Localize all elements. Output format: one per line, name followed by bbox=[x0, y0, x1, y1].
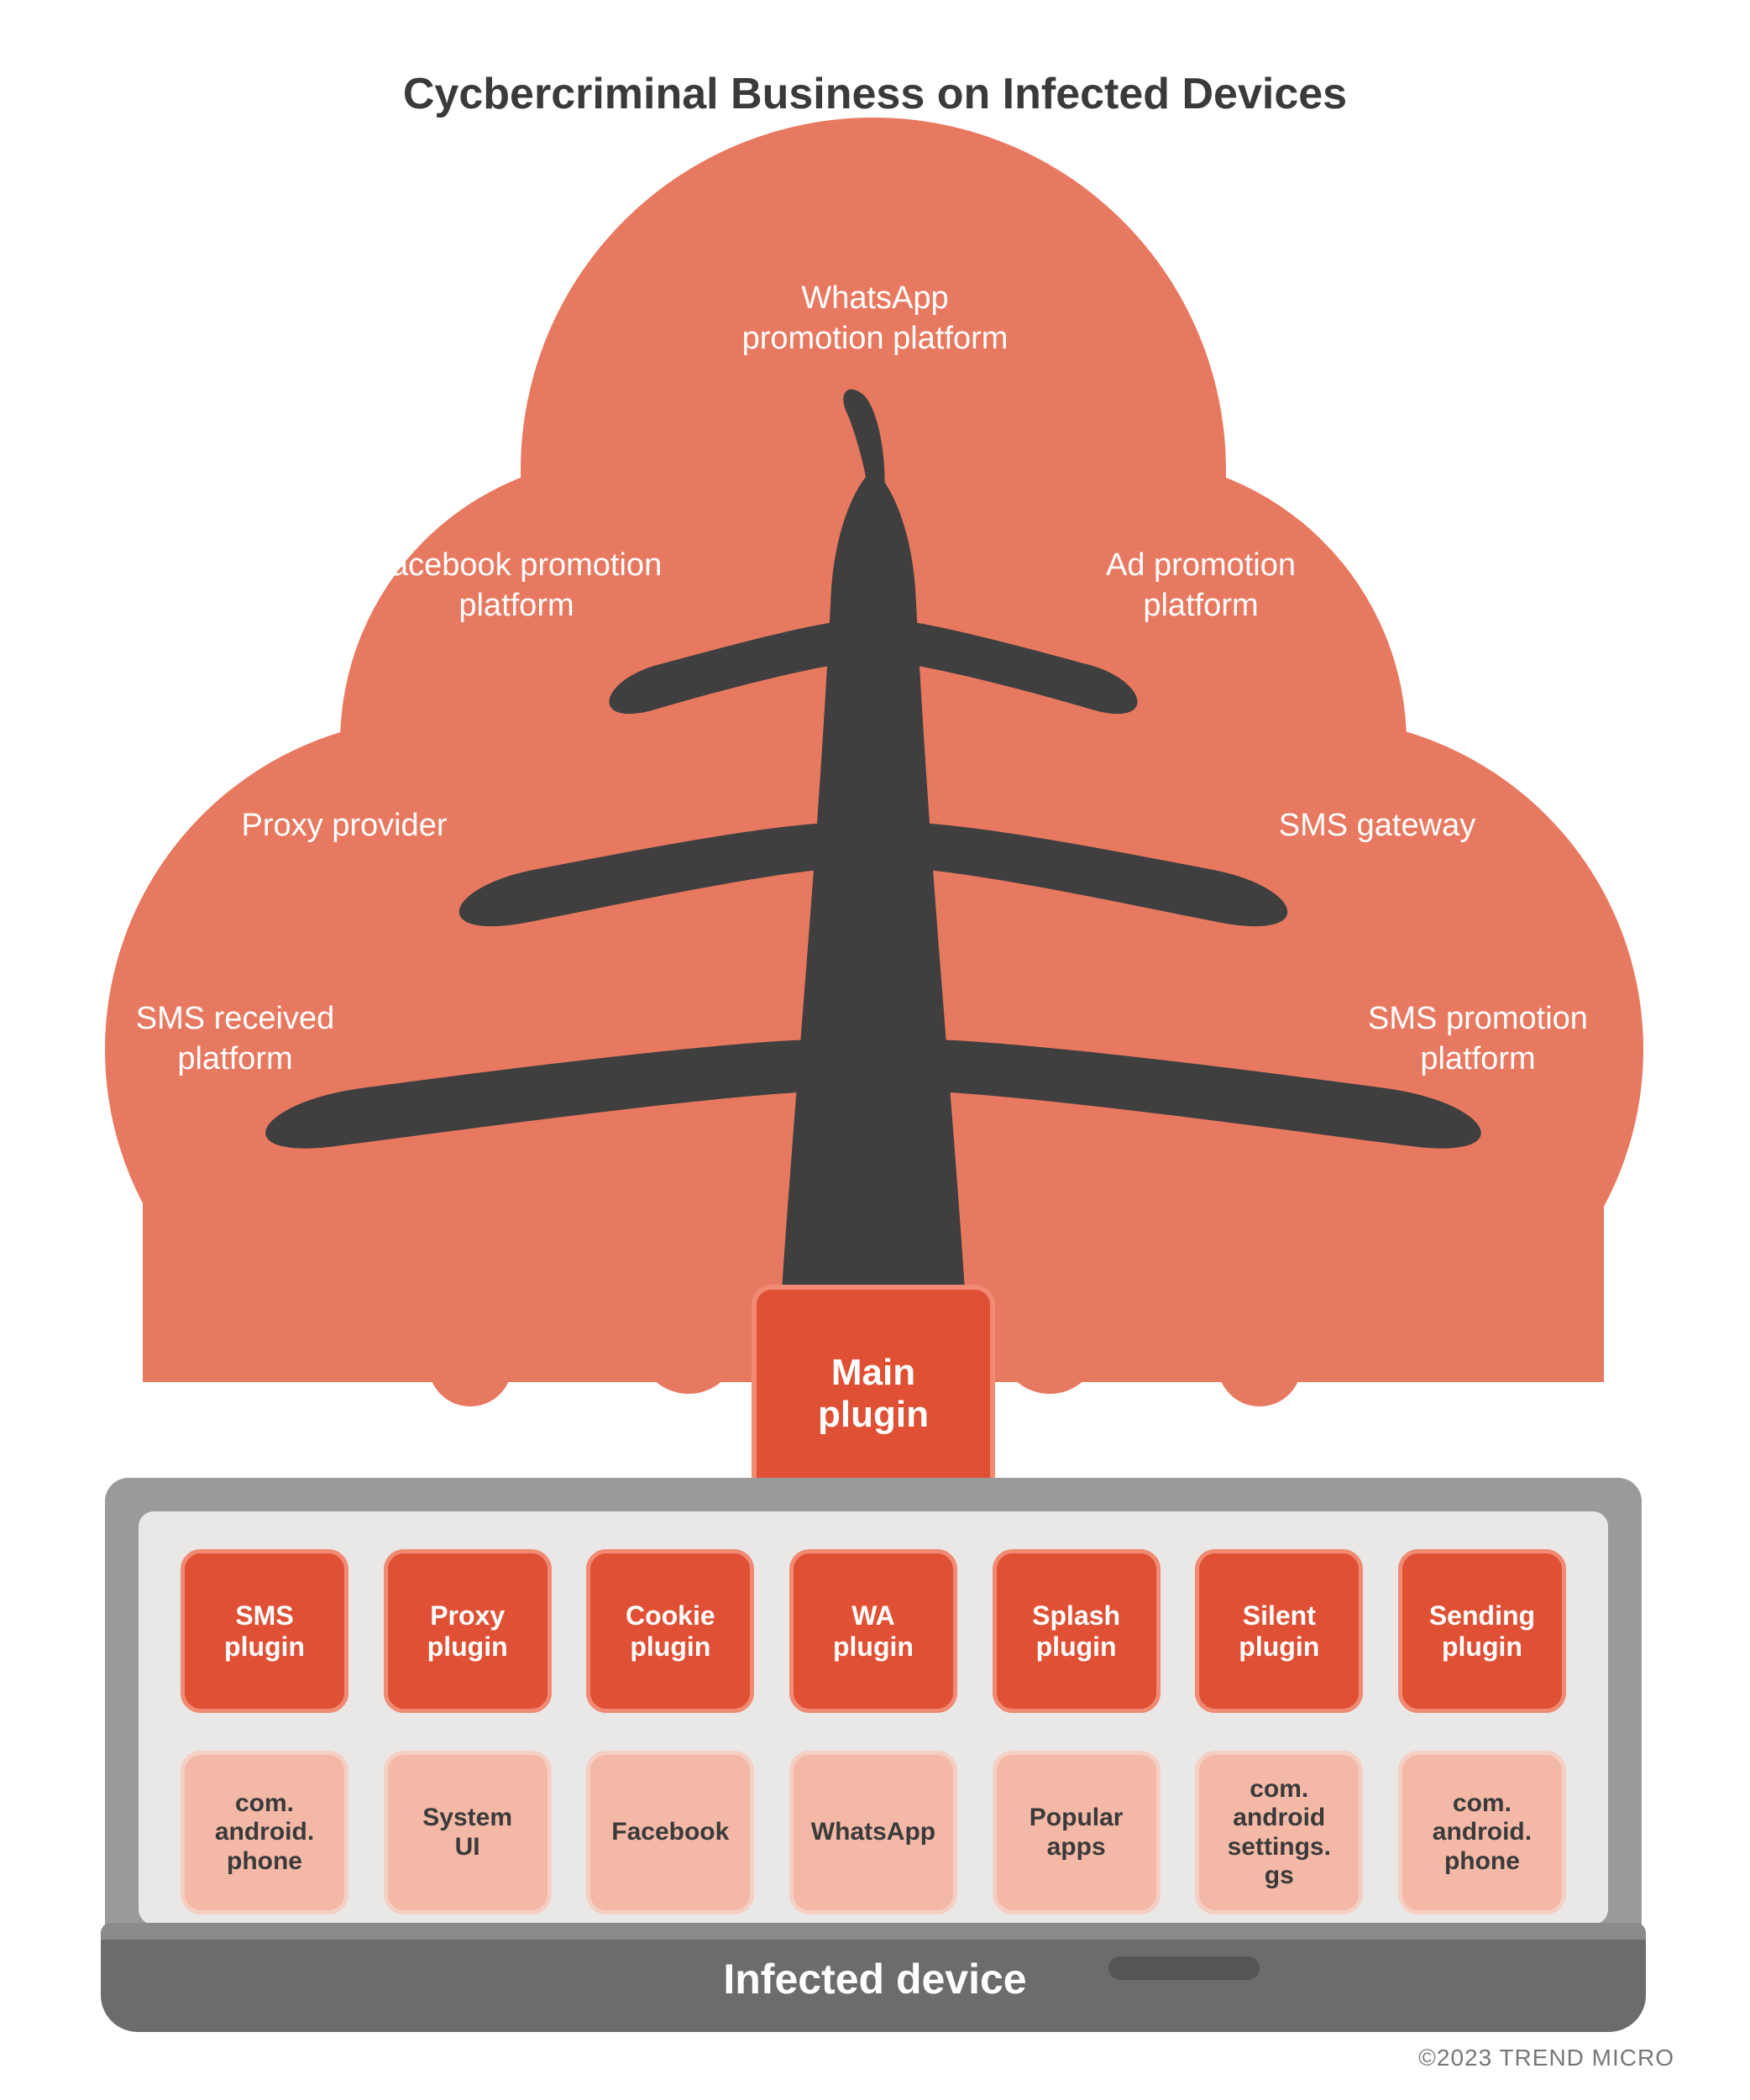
plugin-card-wa: WAplugin bbox=[789, 1549, 957, 1713]
hostapp-card-popular: Popularapps bbox=[993, 1751, 1161, 1914]
plugin-card-silent: Silentplugin bbox=[1195, 1549, 1363, 1713]
plugin-card-sending: Sendingplugin bbox=[1398, 1549, 1566, 1713]
copyright-text: ©2023 TREND MICRO bbox=[1418, 2045, 1674, 2071]
branch-label-whatsapp: WhatsApppromotion platform bbox=[699, 279, 1051, 359]
hostapp-row: com.android.phoneSystemUIFacebookWhatsAp… bbox=[181, 1751, 1566, 1914]
branch-label-proxy: Proxy provider bbox=[193, 806, 495, 846]
device-base-label: Infected device bbox=[0, 1955, 1750, 2003]
hostapp-card-phone1: com.android.phone bbox=[181, 1751, 348, 1914]
branch-label-smsrx: SMS receivedplatform bbox=[92, 999, 378, 1079]
branch-label-smsgw: SMS gateway bbox=[1226, 806, 1528, 846]
hostapp-card-sysui: SystemUI bbox=[384, 1751, 552, 1914]
infographic-stage: Cycbercriminal Business on Infected Devi… bbox=[0, 0, 1750, 2100]
hostapp-card-fb: Facebook bbox=[586, 1751, 754, 1914]
main-plugin-card: Mainplugin bbox=[752, 1285, 995, 1503]
plugin-card-proxy: Proxyplugin bbox=[384, 1549, 552, 1713]
hostapp-card-wa2: WhatsApp bbox=[789, 1751, 957, 1914]
device-home-button bbox=[1108, 1956, 1260, 1980]
plugin-row: SMSpluginProxypluginCookiepluginWAplugin… bbox=[181, 1549, 1566, 1713]
branch-label-smspromo: SMS promotionplatform bbox=[1335, 999, 1621, 1079]
hostapp-card-phone2: com.android.phone bbox=[1398, 1751, 1566, 1914]
plugin-card-splash: Splashplugin bbox=[993, 1549, 1161, 1713]
branch-label-facebook: Facebook promotionplatform bbox=[336, 546, 697, 626]
hostapp-card-settings: com.androidsettings.gs bbox=[1195, 1751, 1363, 1914]
branch-label-ad: Ad promotionplatform bbox=[1041, 546, 1360, 626]
plugin-card-sms: SMSplugin bbox=[181, 1549, 348, 1713]
plugin-card-cookie: Cookieplugin bbox=[586, 1549, 754, 1713]
